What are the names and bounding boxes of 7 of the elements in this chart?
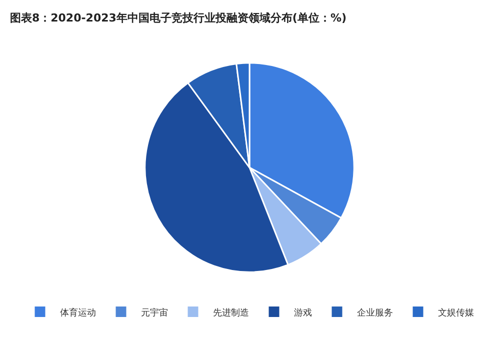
legend-label: 元宇宙 bbox=[141, 307, 168, 318]
legend-label: 企业服务 bbox=[357, 307, 393, 318]
legend-label: 游戏 bbox=[294, 307, 312, 318]
legend-label: 体育运动 bbox=[60, 307, 96, 318]
chart-title: 图表8：2020-2023年中国电子竞技行业投融资领域分布(单位：%) bbox=[10, 11, 347, 24]
legend-label: 先进制造 bbox=[213, 307, 249, 318]
legend-label: 文娱传媒 bbox=[438, 307, 474, 318]
